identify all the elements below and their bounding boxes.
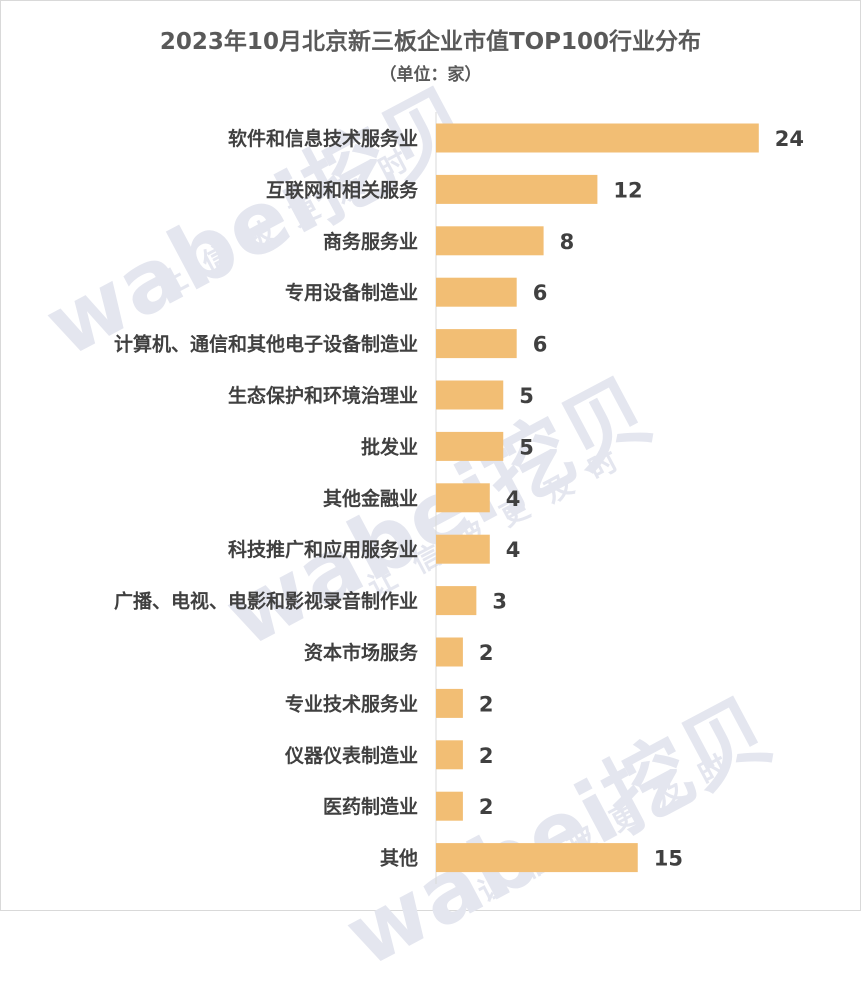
data-label: 6 bbox=[533, 281, 548, 305]
category-tick-label: 批发业 bbox=[361, 435, 418, 458]
data-label: 24 bbox=[775, 127, 804, 151]
bar bbox=[436, 534, 490, 564]
category-tick-label: 资本市场服务 bbox=[304, 641, 419, 664]
category-tick-label: 其他金融业 bbox=[323, 487, 418, 510]
data-label: 2 bbox=[479, 795, 494, 819]
bar bbox=[436, 380, 504, 410]
data-label: 4 bbox=[506, 538, 521, 562]
category-tick-label: 软件和信息技术服务业 bbox=[228, 127, 418, 150]
data-label: 3 bbox=[492, 590, 507, 614]
bar bbox=[436, 329, 517, 359]
category-tick-label: 生态保护和环境治理业 bbox=[228, 384, 418, 407]
category-tick-label: 其他 bbox=[380, 847, 418, 870]
data-label: 2 bbox=[479, 641, 494, 665]
bar bbox=[436, 123, 759, 153]
bar bbox=[436, 791, 463, 821]
category-tick-label: 医药制造业 bbox=[323, 795, 418, 818]
data-label: 5 bbox=[519, 384, 534, 408]
bar bbox=[436, 740, 463, 770]
bar bbox=[436, 586, 477, 616]
bar bbox=[436, 843, 638, 873]
bar bbox=[436, 688, 463, 718]
bar bbox=[436, 637, 463, 667]
category-tick-label: 互联网和相关服务 bbox=[266, 178, 419, 201]
bar bbox=[436, 483, 490, 513]
chart-subtitle: （单位：家） bbox=[379, 65, 482, 85]
category-tick-label: 专业技术服务业 bbox=[285, 692, 418, 715]
bar bbox=[436, 174, 598, 204]
data-label: 4 bbox=[506, 487, 521, 511]
data-label: 6 bbox=[533, 333, 548, 357]
category-tick-label: 商务服务业 bbox=[323, 230, 418, 253]
category-tick-label: 广播、电视、电影和影视录音制作业 bbox=[114, 590, 418, 613]
data-label: 15 bbox=[654, 847, 683, 871]
data-label: 12 bbox=[613, 178, 642, 202]
category-tick-label: 专用设备制造业 bbox=[285, 281, 418, 304]
bar bbox=[436, 277, 517, 307]
data-label: 2 bbox=[479, 744, 494, 768]
data-label: 5 bbox=[519, 435, 534, 459]
chart-title: 2023年10月北京新三板企业市值TOP100行业分布 bbox=[159, 29, 702, 55]
category-tick-label: 科技推广和应用服务业 bbox=[228, 538, 418, 561]
category-tick-label: 计算机、通信和其他电子设备制造业 bbox=[114, 333, 418, 356]
data-label: 8 bbox=[560, 230, 575, 254]
category-tick-label: 仪器仪表制造业 bbox=[284, 744, 418, 767]
bar bbox=[436, 431, 504, 461]
data-label: 2 bbox=[479, 692, 494, 716]
bar bbox=[436, 226, 544, 256]
